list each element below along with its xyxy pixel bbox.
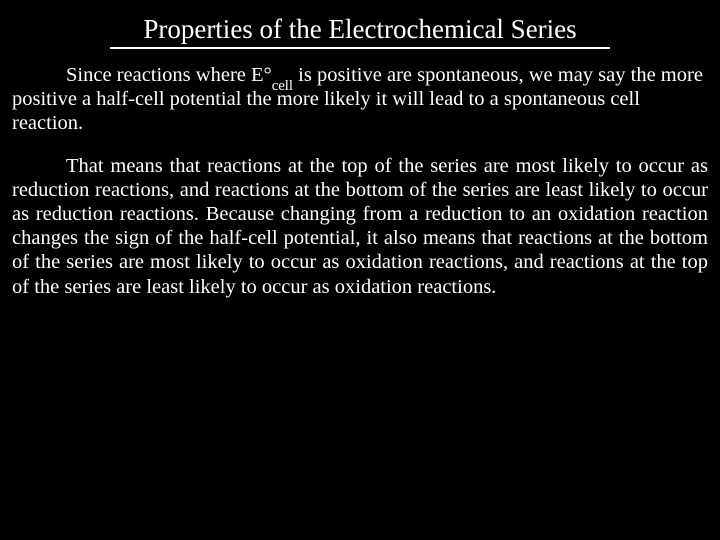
p1-text-before: Since reactions where E° <box>66 64 272 86</box>
paragraph-1: Since reactions where E°cell is positive… <box>12 63 708 136</box>
slide: Properties of the Electrochemical Series… <box>0 0 720 540</box>
slide-title: Properties of the Electrochemical Series <box>12 14 708 45</box>
title-underline <box>110 47 610 49</box>
paragraph-2: That means that reactions at the top of … <box>12 154 708 299</box>
p2-text: That means that reactions at the top of … <box>12 155 708 298</box>
p1-subscript: cell <box>272 78 293 94</box>
